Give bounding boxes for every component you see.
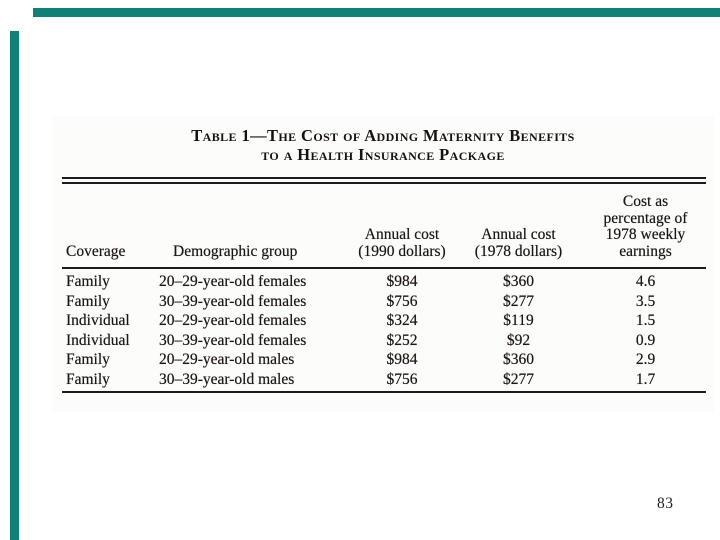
cell-demographic: 20–29-year-old males (159, 351, 295, 368)
cell-cost-percentage: 4.6 (635, 273, 656, 290)
cell-demographic: 20–29-year-old females (159, 273, 307, 290)
cell-annual-cost-1978: $119 (503, 312, 534, 329)
cell-annual-cost-1990: $984 (386, 273, 418, 290)
cell-coverage: Individual (66, 312, 130, 329)
cell-cost-percentage: 1.5 (635, 312, 656, 329)
table-row: Family 30–39-year-old males $756 $277 1.… (62, 370, 706, 390)
table-header-row: Coverage Demographic group Annual cost (… (62, 181, 706, 267)
table-title: Table 1—The Cost of Adding Maternity Ben… (52, 126, 714, 164)
cell-annual-cost-1978: $92 (506, 331, 531, 349)
cell-demographic: 20–29-year-old females (159, 312, 307, 329)
cell-coverage: Family (66, 370, 110, 388)
cell-coverage: Individual (66, 331, 130, 349)
table-title-line2: to a Health Insurance Package (261, 144, 505, 164)
table-rule-bottom (62, 391, 706, 393)
table-row: Family 30–39-year-old females $756 $277 … (62, 292, 706, 312)
cell-annual-cost-1978: $360 (503, 351, 534, 368)
cell-demographic: 30–39-year-old males (159, 370, 295, 388)
table-row: Individual 20–29-year-old females $324 $… (62, 311, 706, 331)
column-header-pct-earnings: Cost as percentage of 1978 weekly earnin… (603, 193, 688, 260)
left-accent-bar (10, 31, 19, 540)
table-row: Individual 30–39-year-old females $252 $… (62, 331, 706, 351)
cell-annual-cost-1978: $277 (503, 292, 534, 310)
column-header-coverage: Coverage (66, 242, 126, 260)
cell-demographic: 30–39-year-old females (159, 292, 307, 310)
table-title-line1: Table 1—The Cost of Adding Maternity Ben… (191, 126, 575, 145)
cell-cost-percentage: 3.5 (635, 292, 656, 310)
table-rule-top (62, 177, 706, 184)
cell-annual-cost-1990: $252 (386, 331, 418, 349)
scanned-table-image: Table 1—The Cost of Adding Maternity Ben… (52, 116, 714, 412)
table-row: Family 20–29-year-old females $984 $360 … (62, 272, 706, 292)
column-header-cost-1990: Annual cost (1990 dollars) (358, 226, 446, 260)
column-header-cost-1978: Annual cost (1978 dollars) (474, 226, 563, 260)
slide-page-number: 83 (657, 495, 674, 512)
table-body: Family 20–29-year-old females $984 $360 … (62, 272, 706, 389)
cell-cost-percentage: 1.7 (635, 370, 656, 388)
cell-annual-cost-1978: $277 (503, 370, 534, 388)
table-rule-header (62, 267, 706, 269)
cell-coverage: Family (66, 351, 110, 368)
cell-annual-cost-1990: $324 (386, 312, 418, 329)
cell-annual-cost-1990: $756 (386, 370, 418, 388)
cell-coverage: Family (66, 273, 110, 290)
cell-annual-cost-1978: $360 (503, 273, 534, 290)
cell-demographic: 30–39-year-old females (159, 331, 307, 349)
cell-cost-percentage: 2.9 (635, 351, 656, 368)
table-row: Family 20–29-year-old males $984 $360 2.… (62, 350, 706, 370)
cell-cost-percentage: 0.9 (635, 331, 656, 349)
cell-annual-cost-1990: $984 (386, 351, 418, 368)
cell-coverage: Family (66, 292, 110, 310)
top-accent-bar (33, 8, 720, 17)
cell-annual-cost-1990: $756 (386, 292, 418, 310)
column-header-demographic: Demographic group (173, 242, 298, 260)
